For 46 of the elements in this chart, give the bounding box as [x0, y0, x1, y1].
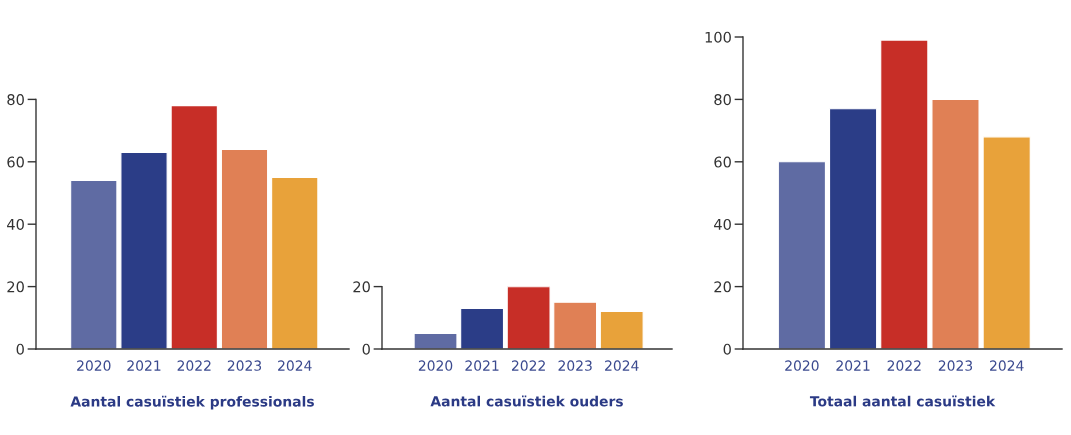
bar	[553, 301, 598, 349]
x-tick-label: 2023	[227, 360, 262, 371]
bar	[777, 161, 826, 349]
x-tick-label: 2022	[511, 360, 545, 371]
bar	[982, 136, 1031, 349]
x-tick-label: 2021	[127, 360, 161, 371]
bar	[506, 286, 551, 349]
bar	[828, 108, 878, 349]
x-tick-label: 2024	[278, 360, 312, 371]
bar	[170, 105, 218, 349]
y-tick-label: 20	[7, 281, 24, 293]
y-tick-label: 40	[714, 218, 731, 230]
x-axis-title: Totaal aantal casuïstiek	[809, 395, 996, 407]
x-tick-label: 2020	[785, 360, 819, 371]
bar	[70, 179, 118, 349]
x-tick-label: 2021	[836, 360, 870, 371]
y-tick-label: 60	[714, 156, 731, 168]
y-tick-label: 100	[705, 31, 731, 43]
x-tick-label: 2024	[605, 360, 639, 371]
x-tick-label: 2024	[990, 360, 1024, 371]
x-tick-label: 2023	[558, 360, 592, 371]
x-tick-label: 2023	[938, 360, 973, 371]
y-tick-label: 0	[723, 343, 731, 355]
y-tick-label: 20	[353, 281, 370, 293]
y-tick-label: 0	[16, 343, 24, 355]
x-tick-label: 2021	[465, 360, 499, 371]
bar	[599, 311, 644, 349]
y-tick-label: 80	[7, 94, 24, 106]
bar	[931, 98, 980, 349]
y-tick-label: 40	[7, 218, 24, 230]
bar	[220, 148, 269, 349]
x-tick-label: 2020	[418, 360, 453, 371]
y-tick-label: 0	[362, 343, 370, 355]
bar	[120, 151, 168, 349]
x-tick-label: 2022	[887, 360, 921, 371]
y-tick-label: 80	[714, 94, 731, 106]
x-tick-label: 2020	[77, 360, 111, 371]
bar	[880, 39, 929, 349]
bar	[413, 332, 458, 349]
bar	[271, 176, 319, 349]
y-tick-label: 20	[714, 281, 731, 293]
bar	[460, 307, 505, 349]
x-tick-label: 2022	[177, 360, 211, 371]
x-axis-title: Aantal casuïstiek ouders	[430, 395, 623, 407]
x-axis-title: Aantal casuïstiek professionals	[70, 395, 314, 410]
y-tick-label: 60	[7, 156, 24, 168]
